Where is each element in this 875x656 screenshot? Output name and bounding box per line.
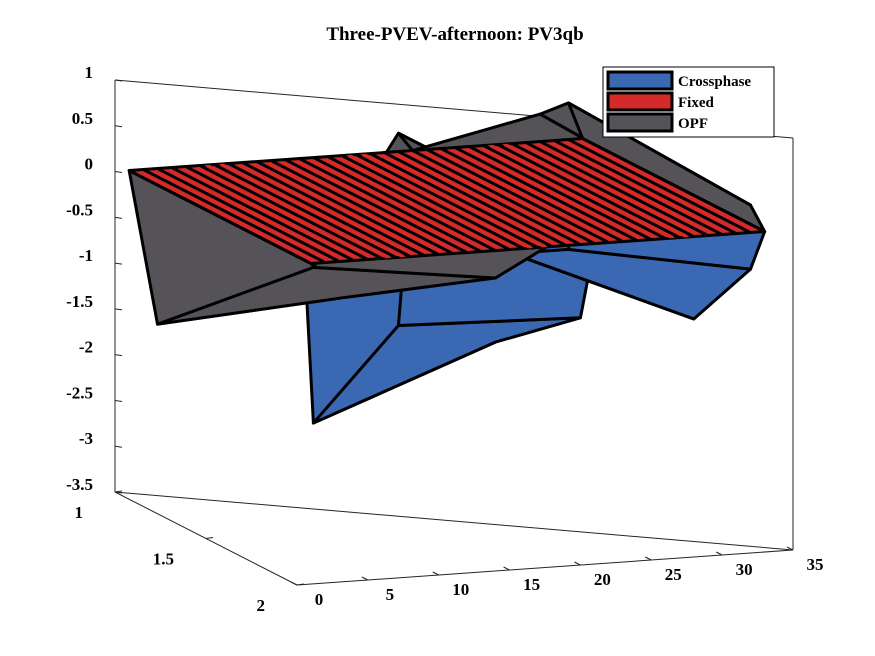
x-tick xyxy=(786,546,794,551)
surface-grid-line xyxy=(241,161,426,257)
z-tick-label: -1 xyxy=(79,246,93,265)
surface-grid-line xyxy=(142,168,327,264)
x-tick xyxy=(574,561,581,566)
x-tick-label: 15 xyxy=(523,575,540,594)
y-tick xyxy=(296,583,305,586)
fixed-stripe xyxy=(360,153,548,248)
surface-grid-line xyxy=(156,167,341,263)
surface-grid-line xyxy=(355,153,539,249)
x-tick xyxy=(290,581,298,586)
surface-grid-line xyxy=(426,148,610,244)
surface-grid-line xyxy=(511,142,695,238)
back-bottom-edge xyxy=(114,491,794,551)
z-tick xyxy=(114,445,123,448)
fixed-stripe xyxy=(345,154,534,249)
axis-ticks: 0 5 10 15 20 25 30 35 1 1.5 2 1 0.5 0 -0.5 -1 -1.5 -2 -2.5… xyxy=(66,63,823,615)
z-tick-label: -2 xyxy=(79,338,93,357)
x-tick-label: 5 xyxy=(386,585,395,604)
z-tick xyxy=(114,491,123,494)
legend: Crossphase Fixed OPF xyxy=(602,66,775,138)
legend-label-opf: OPF xyxy=(678,116,708,132)
z-tick-label: -0.5 xyxy=(66,200,93,219)
legend-label-crossphase: Crossphase xyxy=(678,74,751,90)
surface-grid-line xyxy=(256,160,440,256)
fixed-stripe xyxy=(487,144,676,239)
surface-grid-line xyxy=(341,154,525,250)
x-tick xyxy=(432,571,439,576)
x-tick-label: 0 xyxy=(315,590,324,609)
surface-grid-line xyxy=(312,156,497,252)
surface-grid-line xyxy=(326,155,511,251)
surface-grid-line xyxy=(567,138,752,234)
z-tick xyxy=(114,262,123,265)
z-tick-label: -3 xyxy=(79,429,93,448)
surface-grid-line xyxy=(482,144,667,240)
fixed-stripe xyxy=(218,163,407,258)
surface-grid-line xyxy=(411,149,596,245)
fixed-stripe xyxy=(204,164,392,259)
surface-grid-line xyxy=(496,143,681,239)
fixed-stripe xyxy=(501,143,690,238)
z-tick-label: -1.5 xyxy=(66,292,93,311)
surface-grid-line xyxy=(454,146,638,242)
x-tick-label: 25 xyxy=(665,565,682,584)
z-tick xyxy=(114,171,123,174)
series-fixed xyxy=(127,137,767,266)
z-tick-label: 0.5 xyxy=(72,109,93,128)
surface-grid-line xyxy=(185,165,369,261)
z-tick xyxy=(114,308,123,311)
surface-grid-line xyxy=(369,152,553,248)
x-tick-label: 10 xyxy=(452,580,469,599)
surface-grid-line xyxy=(227,162,412,258)
surface-grid-line xyxy=(128,169,312,265)
z-tick-label: 0 xyxy=(85,155,94,174)
z-tick-label: -2.5 xyxy=(66,383,93,402)
y-tick-label: 2 xyxy=(257,596,266,615)
x-tick xyxy=(361,576,369,581)
z-tick xyxy=(114,399,123,402)
surface-grid-line xyxy=(383,151,567,247)
x-tick-label: 20 xyxy=(594,570,611,589)
z-tick-label: 1 xyxy=(85,63,94,82)
z-tick xyxy=(114,216,123,219)
legend-swatch-fixed xyxy=(606,91,674,112)
surface-grid-line xyxy=(581,137,766,233)
chart-title: Three-PVEV-afternoon: PV3qb xyxy=(326,24,583,45)
x-tick xyxy=(645,556,652,561)
surface-grid-line xyxy=(539,140,723,236)
x-tick-label: 35 xyxy=(807,555,824,574)
z-tick xyxy=(114,125,123,128)
y-tick xyxy=(205,537,214,539)
surface-grid-line xyxy=(397,150,582,246)
surface-grid-line xyxy=(468,145,652,241)
z-tick xyxy=(114,354,123,357)
surface-grid-line xyxy=(270,159,454,255)
surface-grid-line xyxy=(213,163,397,259)
surface-grid-line xyxy=(171,166,355,262)
z-tick xyxy=(114,79,123,82)
surface-grid-line xyxy=(298,157,482,253)
surface-grid-line xyxy=(525,141,709,237)
surface-grid-line xyxy=(284,158,468,254)
x-axis-line xyxy=(296,549,794,586)
legend-swatch-opf xyxy=(606,112,674,133)
z-tick-label: -3.5 xyxy=(66,475,93,494)
x-tick xyxy=(715,551,723,556)
legend-swatch-crossphase xyxy=(606,70,674,91)
surface-grid-line xyxy=(553,139,737,235)
surface-grid-line xyxy=(199,164,383,260)
x-tick-label: 30 xyxy=(736,560,753,579)
y-tick-label: 1 xyxy=(75,503,84,522)
legend-label-fixed: Fixed xyxy=(678,95,714,111)
surface-grid-line xyxy=(440,147,624,243)
y-tick-label: 1.5 xyxy=(153,550,174,569)
surface-series xyxy=(127,101,767,425)
x-tick xyxy=(503,566,510,571)
